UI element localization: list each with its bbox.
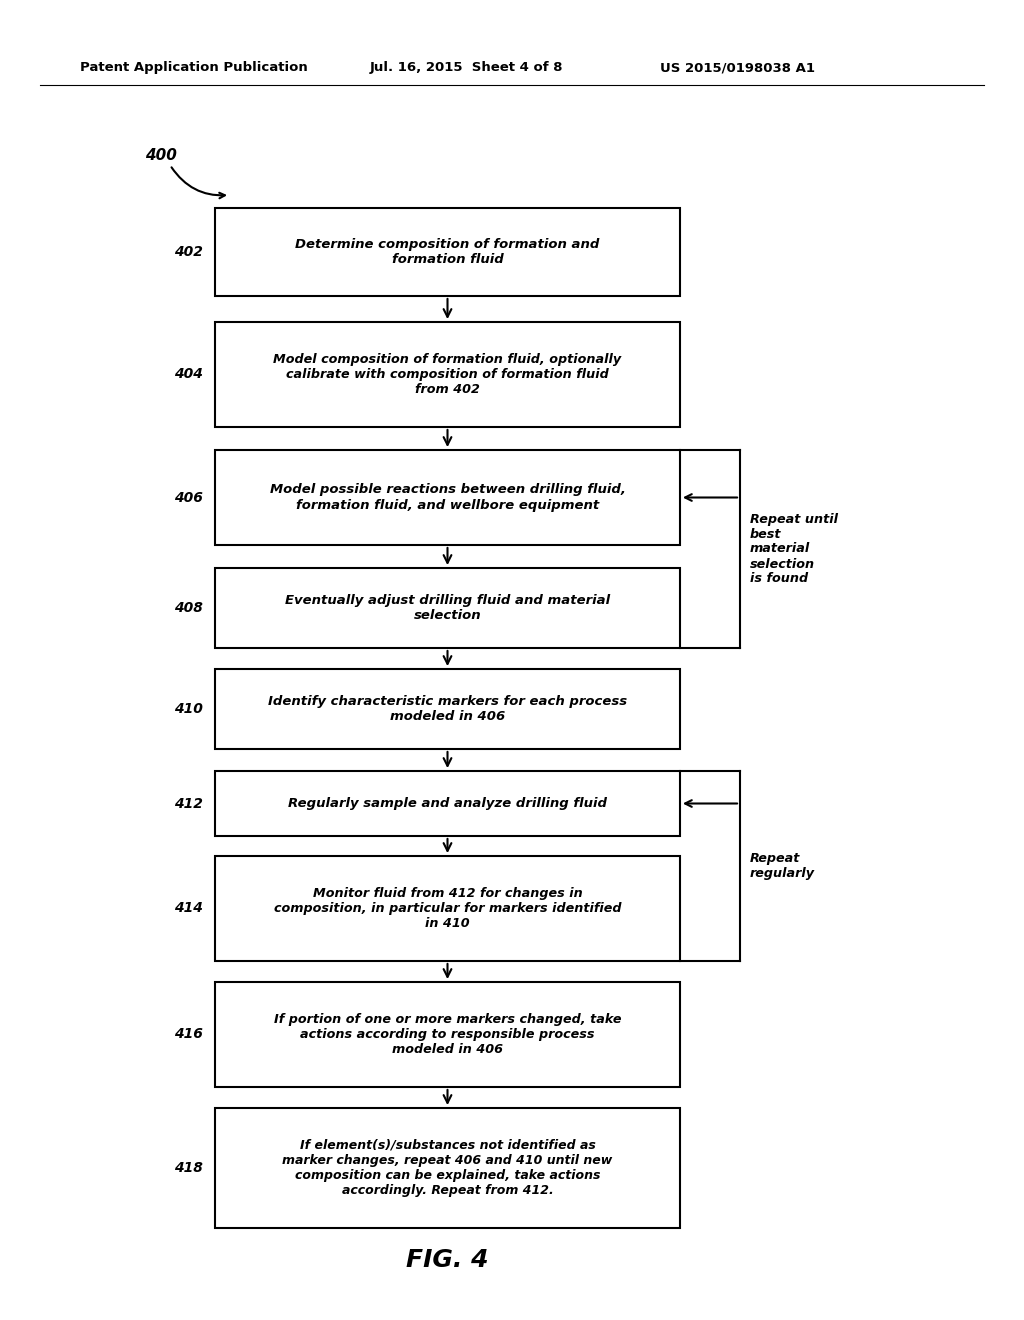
Bar: [215, 209, 680, 296]
Text: US 2015/0198038 A1: US 2015/0198038 A1: [660, 62, 815, 74]
Text: 404: 404: [174, 367, 203, 381]
Bar: [215, 1107, 680, 1228]
Text: FIG. 4: FIG. 4: [407, 1247, 488, 1272]
Text: 412: 412: [174, 796, 203, 810]
Text: Determine composition of formation and
formation fluid: Determine composition of formation and f…: [295, 238, 600, 267]
Text: Eventually adjust drilling fluid and material
selection: Eventually adjust drilling fluid and mat…: [285, 594, 610, 622]
Text: Jul. 16, 2015  Sheet 4 of 8: Jul. 16, 2015 Sheet 4 of 8: [370, 62, 563, 74]
Text: Monitor fluid from 412 for changes in
composition, in particular for markers ide: Monitor fluid from 412 for changes in co…: [273, 887, 622, 931]
Text: If portion of one or more markers changed, take
actions according to responsible: If portion of one or more markers change…: [273, 1012, 622, 1056]
Text: 416: 416: [174, 1027, 203, 1041]
Text: Repeat
regularly: Repeat regularly: [750, 851, 815, 880]
Bar: [215, 771, 680, 836]
Text: Model possible reactions between drilling fluid,
formation fluid, and wellbore e: Model possible reactions between drillin…: [269, 483, 626, 511]
Bar: [215, 322, 680, 426]
Text: Regularly sample and analyze drilling fluid: Regularly sample and analyze drilling fl…: [288, 797, 607, 810]
Text: 402: 402: [174, 246, 203, 259]
Text: 414: 414: [174, 902, 203, 916]
Bar: [215, 568, 680, 648]
Bar: [215, 669, 680, 748]
Text: 418: 418: [174, 1162, 203, 1175]
Text: 406: 406: [174, 491, 203, 504]
Text: If element(s)/substances not identified as
marker changes, repeat 406 and 410 un: If element(s)/substances not identified …: [283, 1139, 612, 1197]
Text: 400: 400: [145, 148, 177, 162]
Text: 408: 408: [174, 601, 203, 615]
Text: Patent Application Publication: Patent Application Publication: [80, 62, 308, 74]
Text: Repeat until
best
material
selection
is found: Repeat until best material selection is …: [750, 512, 838, 586]
Text: Model composition of formation fluid, optionally
calibrate with composition of f: Model composition of formation fluid, op…: [273, 352, 622, 396]
Text: 410: 410: [174, 702, 203, 715]
Bar: [215, 855, 680, 961]
Text: Identify characteristic markers for each process
modeled in 406: Identify characteristic markers for each…: [268, 696, 627, 723]
Bar: [215, 982, 680, 1086]
Bar: [215, 450, 680, 545]
